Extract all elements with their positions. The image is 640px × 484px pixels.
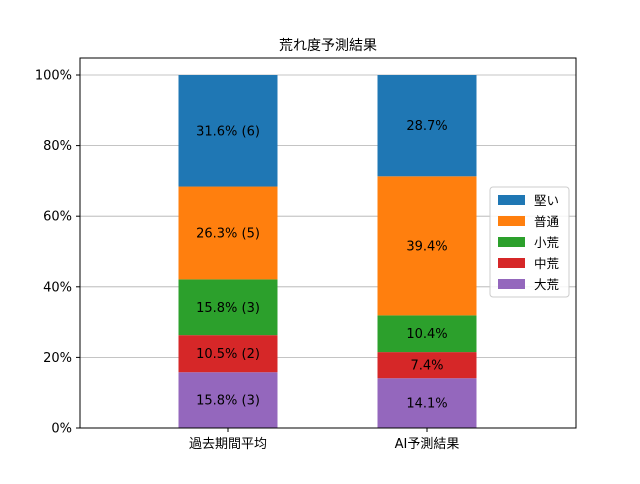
y-tick-label: 40% <box>43 280 72 295</box>
bar-segment <box>377 75 477 177</box>
bar-segment <box>178 372 278 428</box>
bar-segment <box>377 315 477 353</box>
data-label: 7.4% <box>410 359 443 374</box>
legend-label: 大荒 <box>534 277 559 292</box>
legend-label: 堅い <box>534 193 559 208</box>
bar-segment <box>377 378 477 428</box>
segment-labels: 15.8% (3) 10.5% (2) 15.8% (3) 26.3% (5) 31.6… <box>196 119 448 411</box>
legend-swatch <box>498 258 525 268</box>
data-label: 26.3% (5) <box>196 226 260 241</box>
x-tick-label: AI予測結果 <box>395 437 460 452</box>
data-label: 15.8% (3) <box>196 301 260 316</box>
legend-swatch <box>498 237 525 247</box>
legend-swatch <box>498 216 525 226</box>
data-label: 15.8% (3) <box>196 394 260 409</box>
legend-label: 中荒 <box>534 256 559 271</box>
data-label: 10.5% (2) <box>196 347 260 362</box>
bar-segment <box>377 352 477 379</box>
y-tick-label: 60% <box>43 210 72 225</box>
y-axis: 0% 20% 40% 60% 80% 100% <box>35 69 80 437</box>
data-label: 10.4% <box>406 327 447 342</box>
x-tick-label: 過去期間平均 <box>189 437 267 452</box>
legend-frame <box>489 186 570 298</box>
y-tick-label: 0% <box>51 422 72 437</box>
x-axis: 過去期間平均 AI予測結果 <box>189 428 459 452</box>
bar-segment <box>178 186 278 280</box>
plot-frame <box>79 57 577 429</box>
bar-segment <box>178 335 278 373</box>
legend-swatch <box>498 195 525 205</box>
data-label: 31.6% (6) <box>196 124 260 139</box>
legend-label: 小荒 <box>534 235 559 250</box>
bar-segment <box>377 176 477 316</box>
y-tick-label: 80% <box>43 139 72 154</box>
legend-swatch <box>498 279 525 289</box>
bar-segments <box>178 75 477 428</box>
data-label: 39.4% <box>406 239 447 254</box>
y-tick-label: 100% <box>35 69 72 84</box>
bar-segment <box>178 279 278 336</box>
chart-title: 荒れ度予測結果 <box>279 38 377 54</box>
y-tick-label: 20% <box>43 351 72 366</box>
data-label: 14.1% <box>406 397 447 412</box>
data-label: 28.7% <box>406 119 447 134</box>
legend-label: 普通 <box>534 214 560 229</box>
bar-segment <box>178 75 278 187</box>
